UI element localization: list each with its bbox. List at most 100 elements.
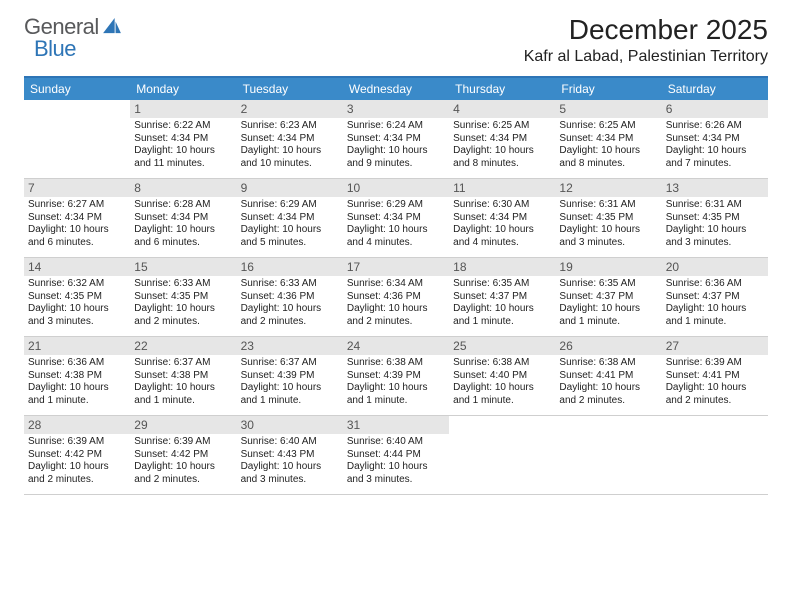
week-row: 14Sunrise: 6:32 AMSunset: 4:35 PMDayligh… (24, 258, 768, 337)
daylight-line: Daylight: 10 hours and 3 minutes. (559, 224, 657, 249)
daylight-line: Daylight: 10 hours and 2 minutes. (28, 461, 126, 486)
day-number: 15 (130, 258, 236, 276)
sunrise-line: Sunrise: 6:37 AM (241, 357, 339, 370)
sunset-line: Sunset: 4:34 PM (134, 212, 232, 225)
sunset-line: Sunset: 4:42 PM (28, 449, 126, 462)
day-number: 17 (343, 258, 449, 276)
day-cell: 21Sunrise: 6:36 AMSunset: 4:38 PMDayligh… (24, 337, 130, 415)
sunrise-line: Sunrise: 6:35 AM (559, 278, 657, 291)
sunset-line: Sunset: 4:44 PM (347, 449, 445, 462)
day-cell: 19Sunrise: 6:35 AMSunset: 4:37 PMDayligh… (555, 258, 661, 336)
week-row: 7Sunrise: 6:27 AMSunset: 4:34 PMDaylight… (24, 179, 768, 258)
title-block: December 2025 Kafr al Labad, Palestinian… (524, 14, 768, 66)
sunrise-line: Sunrise: 6:40 AM (347, 436, 445, 449)
sunset-line: Sunset: 4:43 PM (241, 449, 339, 462)
day-number: 3 (343, 100, 449, 118)
sunset-line: Sunset: 4:34 PM (134, 133, 232, 146)
sunset-line: Sunset: 4:35 PM (28, 291, 126, 304)
day-header: Wednesday (343, 78, 449, 100)
day-cell: 6Sunrise: 6:26 AMSunset: 4:34 PMDaylight… (662, 100, 768, 178)
sunrise-line: Sunrise: 6:22 AM (134, 120, 232, 133)
day-number: 30 (237, 416, 343, 434)
daylight-line: Daylight: 10 hours and 8 minutes. (559, 145, 657, 170)
day-header: Friday (555, 78, 661, 100)
sunset-line: Sunset: 4:34 PM (347, 133, 445, 146)
calendar: Sunday Monday Tuesday Wednesday Thursday… (24, 76, 768, 495)
sunrise-line: Sunrise: 6:24 AM (347, 120, 445, 133)
day-cell: 11Sunrise: 6:30 AMSunset: 4:34 PMDayligh… (449, 179, 555, 257)
sunrise-line: Sunrise: 6:25 AM (559, 120, 657, 133)
day-cell: 4Sunrise: 6:25 AMSunset: 4:34 PMDaylight… (449, 100, 555, 178)
day-cell: 18Sunrise: 6:35 AMSunset: 4:37 PMDayligh… (449, 258, 555, 336)
day-cell: 2Sunrise: 6:23 AMSunset: 4:34 PMDaylight… (237, 100, 343, 178)
sunrise-line: Sunrise: 6:28 AM (134, 199, 232, 212)
day-cell: 22Sunrise: 6:37 AMSunset: 4:38 PMDayligh… (130, 337, 236, 415)
header: General Blue December 2025 Kafr al Labad… (0, 0, 792, 72)
day-number: 4 (449, 100, 555, 118)
logo-text-blue: Blue (34, 36, 76, 62)
daylight-line: Daylight: 10 hours and 2 minutes. (666, 382, 764, 407)
day-number: 24 (343, 337, 449, 355)
day-number: 7 (24, 179, 130, 197)
day-cell: 8Sunrise: 6:28 AMSunset: 4:34 PMDaylight… (130, 179, 236, 257)
sunset-line: Sunset: 4:41 PM (559, 370, 657, 383)
day-number: 14 (24, 258, 130, 276)
sunrise-line: Sunrise: 6:31 AM (559, 199, 657, 212)
day-cell: 25Sunrise: 6:38 AMSunset: 4:40 PMDayligh… (449, 337, 555, 415)
sunset-line: Sunset: 4:34 PM (453, 133, 551, 146)
week-row: 21Sunrise: 6:36 AMSunset: 4:38 PMDayligh… (24, 337, 768, 416)
sunrise-line: Sunrise: 6:37 AM (134, 357, 232, 370)
location-label: Kafr al Labad, Palestinian Territory (524, 48, 768, 66)
day-number: 20 (662, 258, 768, 276)
day-cell: 9Sunrise: 6:29 AMSunset: 4:34 PMDaylight… (237, 179, 343, 257)
day-cell: 7 Sunrise: 6:27 AMSunset: 4:34 PMDaylight… (24, 179, 130, 257)
day-cell: 13Sunrise: 6:31 AMSunset: 4:35 PMDayligh… (662, 179, 768, 257)
daylight-line: Daylight: 10 hours and 1 minute. (134, 382, 232, 407)
sunrise-line: Sunrise: 6:33 AM (134, 278, 232, 291)
sunset-line: Sunset: 4:34 PM (28, 212, 126, 225)
sunrise-line: Sunrise: 6:36 AM (666, 278, 764, 291)
day-number: 26 (555, 337, 661, 355)
daylight-line: Daylight: 10 hours and 4 minutes. (347, 224, 445, 249)
day-header-row: Sunday Monday Tuesday Wednesday Thursday… (24, 78, 768, 100)
day-cell: 3Sunrise: 6:24 AMSunset: 4:34 PMDaylight… (343, 100, 449, 178)
day-cell: 17Sunrise: 6:34 AMSunset: 4:36 PMDayligh… (343, 258, 449, 336)
day-number: 16 (237, 258, 343, 276)
sunrise-line: Sunrise: 6:39 AM (134, 436, 232, 449)
sunrise-line: Sunrise: 6:38 AM (559, 357, 657, 370)
sail-icon (103, 18, 121, 34)
day-number: 2 (237, 100, 343, 118)
day-number: 19 (555, 258, 661, 276)
daylight-line: Daylight: 10 hours and 6 minutes. (28, 224, 126, 249)
day-number: 8 (130, 179, 236, 197)
daylight-line: Daylight: 10 hours and 2 minutes. (559, 382, 657, 407)
sunset-line: Sunset: 4:35 PM (559, 212, 657, 225)
daylight-line: Daylight: 10 hours and 3 minutes. (241, 461, 339, 486)
sunset-line: Sunset: 4:42 PM (134, 449, 232, 462)
sunrise-line: Sunrise: 6:27 AM (28, 199, 126, 212)
day-number: 18 (449, 258, 555, 276)
day-cell: 16Sunrise: 6:33 AMSunset: 4:36 PMDayligh… (237, 258, 343, 336)
sunrise-line: Sunrise: 6:25 AM (453, 120, 551, 133)
day-header: Sunday (24, 78, 130, 100)
sunrise-line: Sunrise: 6:39 AM (28, 436, 126, 449)
sunset-line: Sunset: 4:37 PM (666, 291, 764, 304)
daylight-line: Daylight: 10 hours and 2 minutes. (134, 303, 232, 328)
sunrise-line: Sunrise: 6:38 AM (347, 357, 445, 370)
sunset-line: Sunset: 4:40 PM (453, 370, 551, 383)
sunset-line: Sunset: 4:34 PM (241, 133, 339, 146)
sunrise-line: Sunrise: 6:39 AM (666, 357, 764, 370)
day-cell (662, 416, 768, 494)
day-number: 27 (662, 337, 768, 355)
sunset-line: Sunset: 4:37 PM (559, 291, 657, 304)
daylight-line: Daylight: 10 hours and 5 minutes. (241, 224, 339, 249)
daylight-line: Daylight: 10 hours and 11 minutes. (134, 145, 232, 170)
day-header: Saturday (662, 78, 768, 100)
day-header: Monday (130, 78, 236, 100)
day-cell: 24Sunrise: 6:38 AMSunset: 4:39 PMDayligh… (343, 337, 449, 415)
sunrise-line: Sunrise: 6:34 AM (347, 278, 445, 291)
daylight-line: Daylight: 10 hours and 1 minute. (666, 303, 764, 328)
sunset-line: Sunset: 4:34 PM (347, 212, 445, 225)
sunset-line: Sunset: 4:34 PM (666, 133, 764, 146)
day-number: 12 (555, 179, 661, 197)
